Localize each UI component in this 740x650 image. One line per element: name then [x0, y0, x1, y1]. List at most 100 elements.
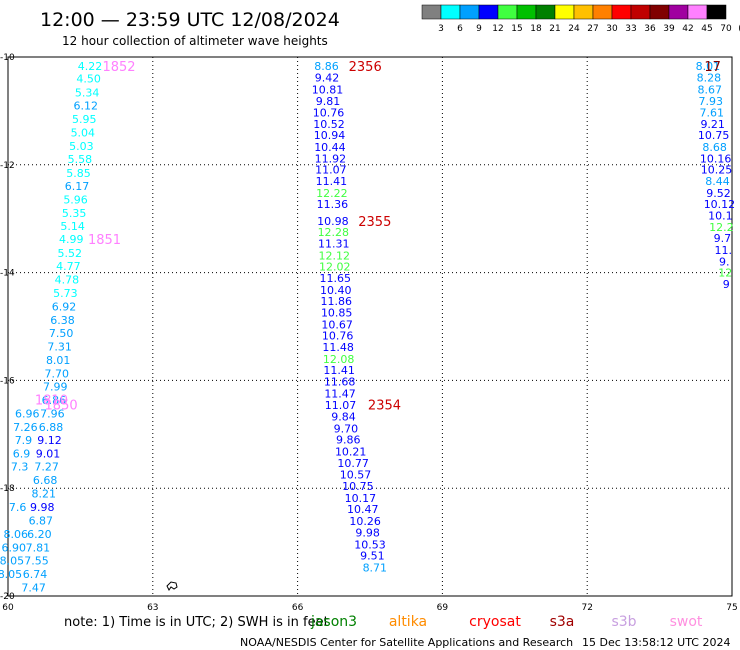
time-label: 2356	[349, 60, 382, 75]
colorbar-swatch	[687, 4, 708, 20]
wave-height-label: 8.71	[363, 561, 388, 574]
wave-height-label: 6.12	[73, 100, 98, 113]
wave-height-label: 6.88	[39, 421, 64, 434]
wave-height-label: 9.12	[37, 434, 62, 447]
wave-height-label: 8.21	[31, 488, 56, 501]
satellite-legend-item: jason3	[310, 614, 357, 630]
wave-height-label: 11.48	[322, 341, 354, 354]
y-tick-label: -20	[0, 592, 15, 602]
wave-height-label: 10.16	[700, 152, 732, 165]
wave-height-label: 9.52	[706, 187, 731, 200]
colorbar-label: 3	[438, 24, 444, 34]
wave-height-label: 10.57	[340, 469, 372, 482]
colorbar-swatch	[573, 4, 594, 20]
wave-height-label: 7.55	[24, 554, 49, 567]
wave-height-label: 7.96	[40, 407, 65, 420]
wave-height-label: 11.68	[324, 375, 356, 388]
wave-height-label: 8.44	[705, 175, 730, 188]
wave-height-label: 10.44	[314, 141, 346, 154]
colorbar-swatch	[497, 4, 518, 20]
wave-height-label: 10.21	[335, 446, 367, 459]
wave-height-label: 12	[718, 267, 732, 280]
wave-height-label: 6.17	[65, 180, 90, 193]
footer-credit: NOAA/NESDIS Center for Satellite Applica…	[240, 636, 573, 649]
colorbar-swatch	[421, 4, 442, 20]
colorbar-swatch	[706, 4, 727, 20]
colorbar-swatch	[668, 4, 689, 20]
colorbar-label: 12	[492, 24, 503, 34]
colorbar-label: 30	[606, 24, 618, 34]
colorbar-label: 18	[530, 24, 542, 34]
wave-height-label: 8.01	[696, 60, 721, 73]
wave-height-label: 5.35	[62, 207, 87, 220]
wave-height-label: 5.96	[63, 193, 88, 206]
colorbar-swatch	[554, 4, 575, 20]
colorbar-label: 39	[663, 24, 675, 34]
satellite-legend-item: s3a	[550, 614, 575, 630]
wave-height-label: 6.87	[29, 515, 54, 528]
time-label: 1852	[102, 60, 135, 75]
wave-height-label: 12.2	[709, 221, 734, 234]
wave-height-label: 8.05	[0, 554, 24, 567]
wave-height-label: 9.98	[30, 501, 55, 514]
wave-height-label: 8.67	[698, 83, 723, 96]
wave-height-label: 11.65	[319, 272, 351, 285]
colorbar-swatch	[649, 4, 670, 20]
colorbar-swatch	[459, 4, 480, 20]
wave-height-label: 5.52	[58, 247, 83, 260]
satellite-legend: jason3 altika cryosat s3a s3b swot	[310, 614, 703, 630]
wave-height-label: 9.84	[331, 411, 356, 424]
wave-height-label: 10.85	[321, 306, 353, 319]
wave-height-label: 10.94	[314, 129, 346, 142]
wave-height-label: 4.50	[76, 73, 101, 86]
wave-height-label: 10.25	[701, 164, 733, 177]
colorbar-swatch	[630, 4, 651, 20]
wave-height-label: 8.05	[0, 568, 22, 581]
wave-height-label: 7.31	[47, 340, 72, 353]
grid-lines	[8, 57, 732, 596]
colorbar-label: 45	[701, 24, 712, 34]
wave-height-label: 7.6	[9, 501, 27, 514]
colorbar-label: 42	[682, 24, 693, 34]
wave-height-label: 10.52	[313, 118, 345, 131]
time-label: 1850	[45, 399, 78, 414]
wave-height-label: 10.12	[704, 198, 736, 211]
wave-height-label: 7.61	[699, 107, 724, 120]
x-tick-label: 72	[581, 603, 592, 613]
colorbar-swatch	[516, 4, 537, 20]
y-tick-label: -14	[0, 269, 15, 279]
wave-height-label: 10.40	[320, 284, 352, 297]
wave-height-label: 12.22	[316, 187, 348, 200]
x-tick-label: 75	[726, 603, 737, 613]
y-tick-label: -10	[0, 53, 15, 63]
wave-height-label: 10.81	[312, 83, 344, 96]
y-tick-label: -18	[0, 484, 15, 494]
wave-height-label: 11.31	[318, 237, 350, 250]
wave-height-label: 6.68	[33, 474, 58, 487]
wave-height-label: 7.70	[44, 367, 69, 380]
wave-height-label: 11.07	[325, 399, 357, 412]
satellite-legend-item: s3b	[611, 614, 636, 630]
wave-height-label: 6.20	[27, 528, 52, 541]
wave-height-label: 7.93	[699, 95, 724, 108]
y-tick-label: -12	[0, 161, 15, 171]
footer-timestamp: 15 Dec 13:58:12 UTC 2024	[582, 636, 730, 649]
wave-height-label: 11.41	[316, 175, 348, 188]
wave-height-label: 6.86	[42, 394, 67, 407]
wave-height-label: 7.27	[34, 461, 59, 474]
wave-height-label: 5.73	[53, 287, 78, 300]
time-label: 17	[704, 60, 721, 75]
wave-height-label: 8.68	[702, 141, 727, 154]
wave-height-label: 10.67	[321, 318, 353, 331]
wave-height-label: 10.1	[708, 209, 733, 222]
y-tick-label: -16	[0, 376, 15, 386]
wave-height-label: 6.74	[23, 568, 48, 581]
wave-height-label: 5.14	[60, 220, 85, 233]
colorbar-label: 70	[720, 24, 732, 34]
colorbar-swatch	[535, 4, 556, 20]
colorbar-swatch	[478, 4, 499, 20]
axis-ticks: 60 63 66 69 72 75 -10 -12 -14 -16 -18 -20	[0, 53, 738, 613]
wave-height-label: 9.81	[316, 95, 341, 108]
satellite-legend-item: altika	[389, 614, 427, 630]
